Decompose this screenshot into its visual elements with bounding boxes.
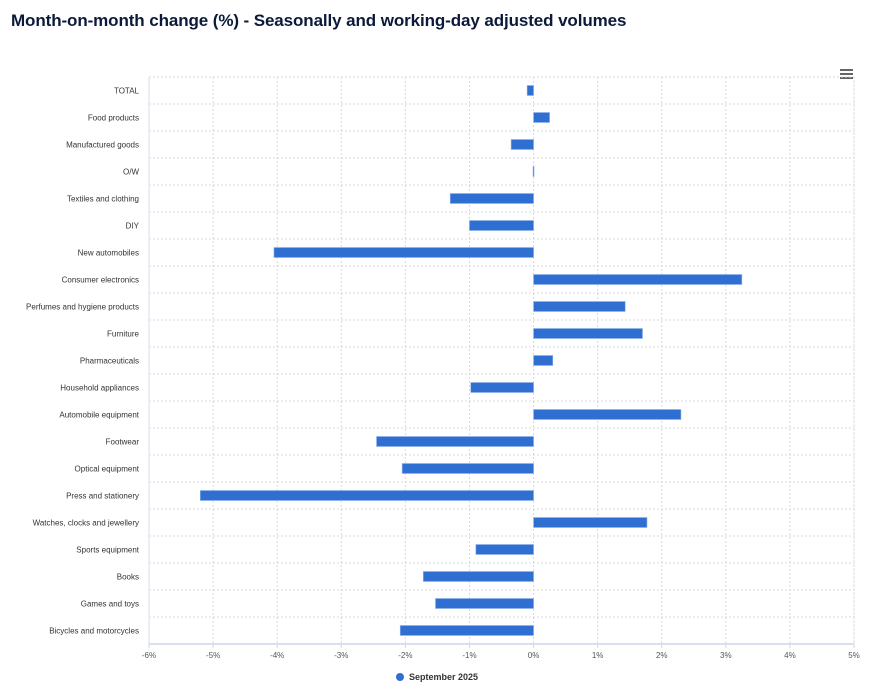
bar — [470, 382, 534, 393]
category-label: Household appliances — [60, 384, 139, 393]
x-tick-label: 3% — [720, 651, 732, 660]
bar — [526, 85, 534, 96]
hamburger-menu-icon-line — [840, 77, 853, 79]
category-label: Books — [117, 573, 139, 582]
legend-marker-icon — [396, 673, 404, 681]
category-label: Automobile equipment — [59, 411, 139, 420]
bar — [533, 355, 554, 366]
bar — [401, 463, 534, 474]
x-tick-label: -5% — [206, 651, 220, 660]
x-tick-label: 4% — [784, 651, 796, 660]
legend-item-september-2025[interactable]: September 2025 — [396, 672, 478, 682]
x-tick-label: 2% — [656, 651, 668, 660]
x-tick-label: 1% — [592, 651, 604, 660]
bar — [533, 328, 643, 339]
category-label: Pharmaceuticals — [80, 357, 139, 366]
category-label: Watches, clocks and jewellery — [33, 519, 139, 528]
category-label: Consumer electronics — [62, 276, 139, 285]
bar — [199, 490, 534, 501]
category-label: TOTAL — [114, 87, 140, 96]
category-label: Games and toys — [81, 600, 139, 609]
category-label: Bicycles and motorcycles — [49, 627, 139, 636]
x-tick-label: -1% — [462, 651, 476, 660]
category-label: Furniture — [107, 330, 140, 339]
bar — [273, 247, 534, 258]
bar — [475, 544, 534, 555]
category-label: Food products — [88, 114, 139, 123]
plot-area — [148, 76, 855, 645]
bar — [399, 625, 534, 636]
category-label: Press and stationery — [66, 492, 139, 501]
bar — [533, 409, 682, 420]
category-label: Manufactured goods — [66, 141, 139, 150]
category-label: Optical equipment — [75, 465, 140, 474]
category-label: Perfumes and hygiene products — [26, 303, 139, 312]
category-label: Footwear — [106, 438, 140, 447]
bar — [510, 139, 534, 150]
bar — [435, 598, 534, 609]
bar — [376, 436, 534, 447]
category-label: DIY — [126, 222, 140, 231]
x-tick-label: 0% — [528, 651, 540, 660]
bar — [532, 166, 535, 177]
bar — [533, 517, 648, 528]
bar — [533, 274, 743, 285]
x-tick-label: -3% — [334, 651, 348, 660]
bar — [533, 301, 626, 312]
bar — [533, 112, 550, 123]
category-label: Textiles and clothing — [67, 195, 139, 204]
bar — [469, 220, 534, 231]
bar — [449, 193, 534, 204]
category-label: Sports equipment — [76, 546, 139, 555]
x-tick-label: 5% — [848, 651, 860, 660]
x-tick-label: -2% — [398, 651, 412, 660]
bar — [423, 571, 534, 582]
category-label: New automobiles — [78, 249, 139, 258]
x-tick-label: -6% — [142, 651, 156, 660]
x-tick-label: -4% — [270, 651, 284, 660]
hamburger-menu-icon-line — [840, 73, 853, 75]
hamburger-menu-icon — [840, 69, 853, 71]
category-label: O/W — [123, 168, 139, 177]
chart-menu-button[interactable] — [840, 69, 853, 80]
chart-title: Month-on-month change (%) - Seasonally a… — [11, 11, 627, 30]
legend-label: September 2025 — [409, 672, 479, 682]
